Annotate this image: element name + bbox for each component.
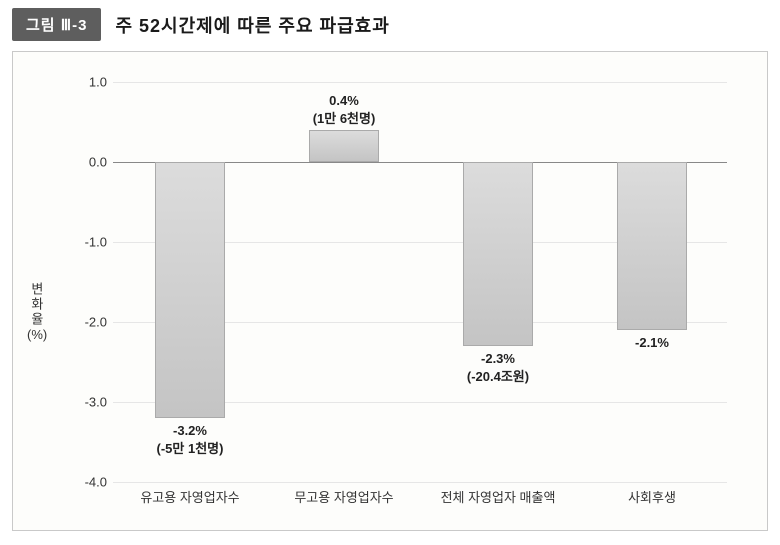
bar-value-label: 0.4%(1만 6천명): [264, 92, 424, 127]
figure-header: 그림 Ⅲ-3 주 52시간제에 따른 주요 파급효과: [0, 0, 780, 51]
chart-container: 변화율 (%) 1.00.0-1.0-2.0-3.0-4.0-3.2%(-5만 …: [12, 51, 768, 531]
bar-value-label: -3.2%(-5만 1천명): [110, 422, 270, 457]
x-tick-label: 무고용 자영업자수: [294, 487, 393, 506]
y-axis-title-unit: (%): [27, 327, 47, 344]
figure-badge: 그림 Ⅲ-3: [12, 8, 101, 41]
bar-value-label: -2.3%(-20.4조원): [418, 350, 578, 385]
x-tick-label: 유고용 자영업자수: [140, 487, 239, 506]
y-axis-title: 변화율 (%): [27, 282, 47, 344]
grid-line: [113, 482, 727, 483]
bar-value-label: -2.1%: [572, 334, 732, 352]
grid-line: [113, 82, 727, 83]
y-tick-label: 0.0: [71, 155, 107, 170]
bar: [309, 130, 379, 162]
x-tick-label: 전체 자영업자 매출액: [441, 487, 556, 506]
y-tick-label: -4.0: [71, 475, 107, 490]
y-tick-label: 1.0: [71, 75, 107, 90]
y-axis-title-text: 변화율: [27, 282, 44, 327]
bar: [463, 162, 533, 346]
x-tick-label: 사회후생: [628, 487, 676, 506]
plot-area: 1.00.0-1.0-2.0-3.0-4.0-3.2%(-5만 1천명)유고용 …: [113, 82, 727, 482]
y-tick-label: -1.0: [71, 235, 107, 250]
figure-title: 주 52시간제에 따른 주요 파급효과: [115, 12, 389, 38]
y-tick-label: -2.0: [71, 315, 107, 330]
bar: [155, 162, 225, 418]
bar: [617, 162, 687, 330]
y-tick-label: -3.0: [71, 395, 107, 410]
